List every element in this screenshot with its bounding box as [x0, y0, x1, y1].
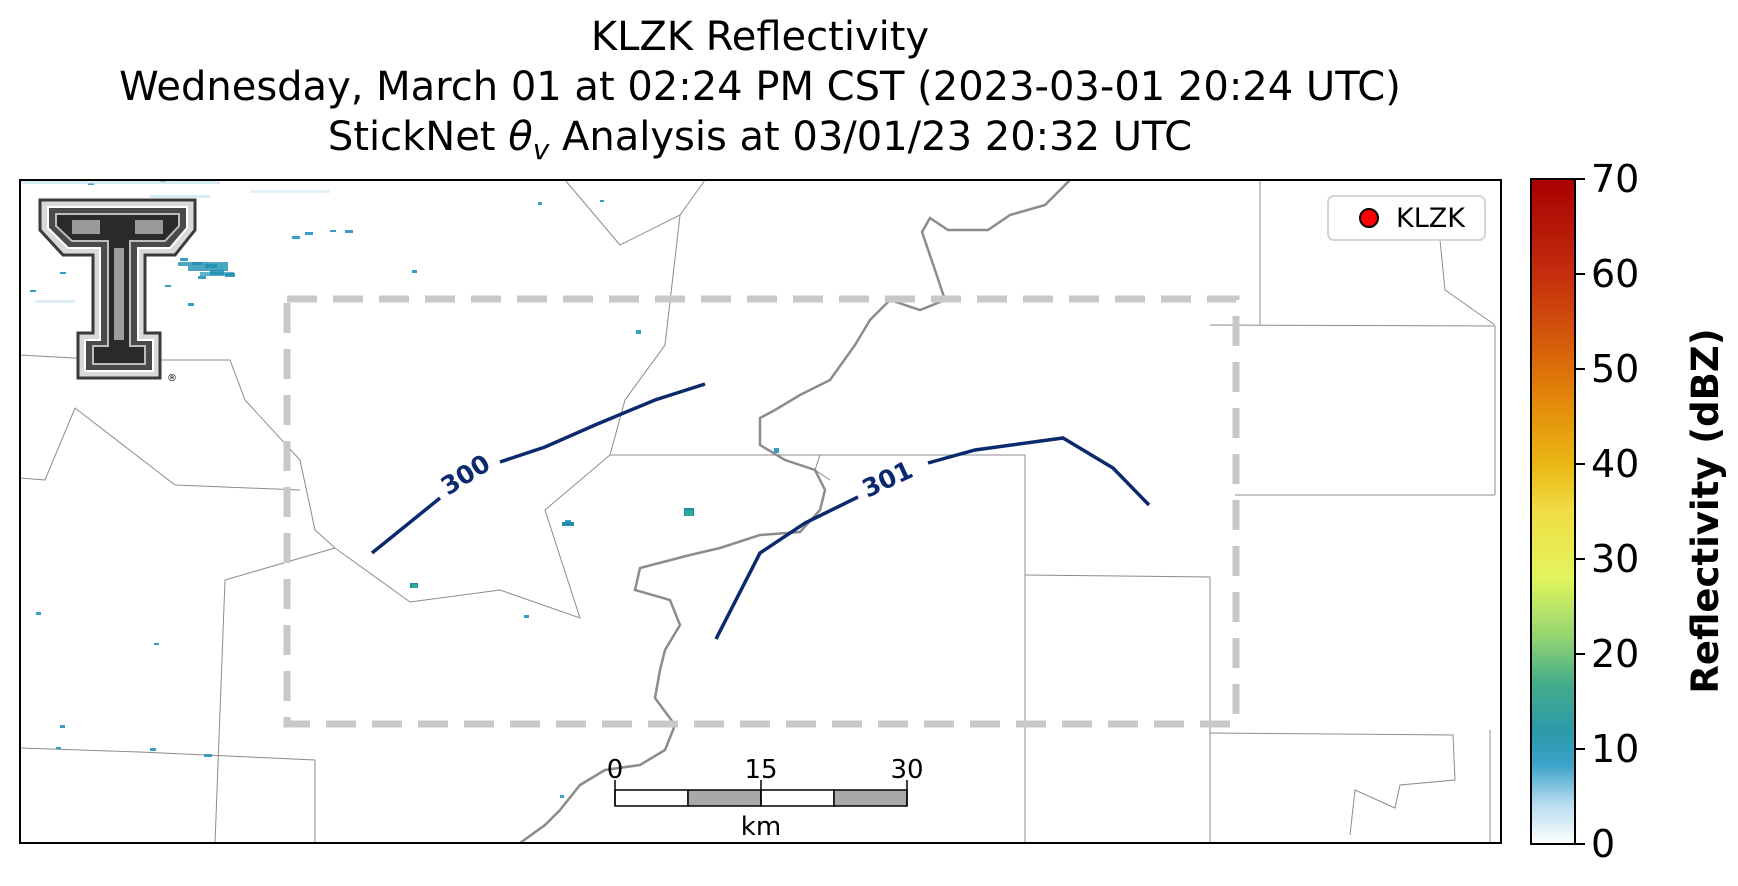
scale-tick-30: 30: [890, 755, 923, 785]
colorbar-tick-label: 50: [1591, 347, 1639, 391]
chart-title: KLZK Reflectivity: [590, 14, 930, 60]
scale-tick-15: 15: [744, 755, 777, 785]
colorbar-ticks: 0 10 20 30 40 50 60 70: [1575, 157, 1639, 866]
scale-tick-0: 0: [607, 755, 624, 785]
contour-301: [714, 436, 1151, 640]
colorbar-tick-label: 30: [1591, 537, 1639, 581]
texas-tech-logo: ®: [38, 198, 197, 384]
colorbar-tick-label: 60: [1591, 252, 1639, 296]
scale-unit: km: [741, 812, 781, 842]
contour-300: [370, 382, 706, 555]
scale-bar: 0 15 30 km: [607, 755, 924, 842]
map-border: [19, 179, 1502, 844]
legend: KLZK: [1327, 195, 1486, 241]
chart-subtitle-datetime: Wednesday, March 01 at 02:24 PM CST (202…: [119, 64, 1401, 110]
title-block: KLZK Reflectivity Wednesday, March 01 at…: [0, 12, 1520, 175]
county-boundaries: [19, 179, 1496, 844]
state-boundary: [519, 179, 1071, 845]
colorbar-tick-label: 10: [1591, 727, 1639, 771]
logo-registered-mark: ®: [167, 373, 177, 384]
legend-label-klzk: KLZK: [1396, 203, 1466, 234]
chart-subtitle-analysis: StickNet θv Analysis at 03/01/23 20:32 U…: [327, 114, 1193, 166]
legend-marker-klzk: [1359, 208, 1379, 228]
colorbar-tick-label: 40: [1591, 442, 1639, 486]
map-frame: [20, 180, 1501, 843]
colorbar-gradient: [1530, 178, 1576, 845]
colorbar: 0 10 20 30 40 50 60 70 Reflectivity (dBZ): [1530, 157, 1727, 866]
analysis-domain-box: [283, 295, 1240, 728]
colorbar-title: Reflectivity (dBZ): [1684, 328, 1727, 693]
colorbar-tick-label: 70: [1591, 157, 1639, 201]
colorbar-tick-label: 20: [1591, 632, 1639, 676]
colorbar-tick-label: 0: [1591, 822, 1615, 866]
